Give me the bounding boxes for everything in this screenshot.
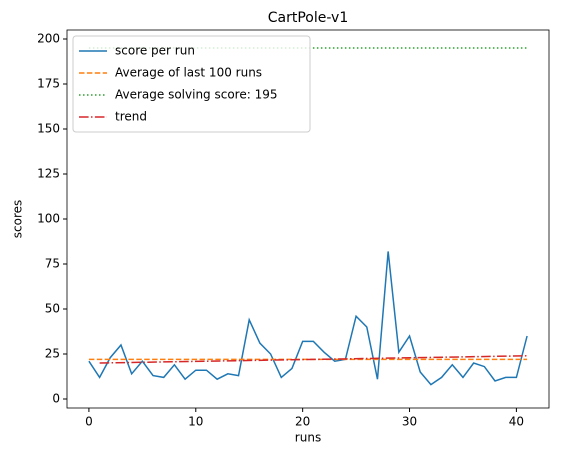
x-tick-label: 30	[402, 415, 417, 429]
y-tick-label: 200	[37, 32, 60, 46]
x-tick-label: 0	[85, 415, 93, 429]
line-series	[88, 251, 528, 386]
y-tick-label: 175	[37, 77, 60, 91]
y-tick-label: 0	[52, 392, 60, 406]
x-tick-label: 40	[509, 415, 524, 429]
x-tick-label: 10	[188, 415, 203, 429]
y-tick-label: 100	[37, 212, 60, 226]
y-tick-label: 25	[45, 347, 60, 361]
legend-label: Average solving score: 195	[115, 88, 278, 102]
x-tick-label: 20	[295, 415, 310, 429]
chart-title: CartPole-v1	[268, 10, 348, 26]
y-tick-label: 50	[45, 302, 60, 316]
legend-box	[72, 35, 311, 133]
axes-frame	[66, 29, 550, 409]
legend-label: trend	[115, 110, 147, 124]
y-axis-label: scores	[11, 200, 25, 239]
line-series	[99, 355, 528, 364]
x-axis-label: runs	[295, 431, 321, 445]
legend-label: Average of last 100 runs	[115, 66, 262, 80]
y-tick-label: 125	[37, 167, 60, 181]
y-tick-label: 150	[37, 122, 60, 136]
legend-label: score per run	[115, 44, 195, 58]
y-tick-label: 75	[45, 257, 60, 271]
